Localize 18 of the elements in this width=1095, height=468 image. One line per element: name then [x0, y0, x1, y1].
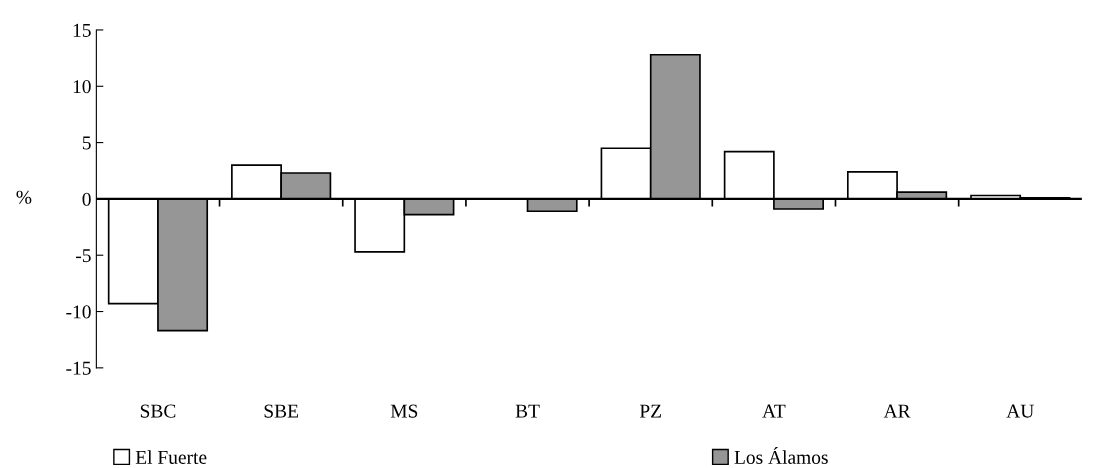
- x-tick-label: BT: [515, 404, 540, 418]
- legend-label: Los Álamos: [734, 447, 828, 464]
- y-tick-label: -15: [66, 361, 91, 375]
- x-tick-label: MS: [390, 404, 418, 418]
- x-tick-label: AR: [883, 404, 911, 418]
- x-tick-label: AU: [1006, 404, 1034, 418]
- y-tick-label: 10: [73, 80, 91, 94]
- x-tick-label: PZ: [639, 404, 661, 418]
- y-tick-label: 5: [82, 136, 91, 150]
- legend-label: El Fuerte: [135, 450, 207, 464]
- y-tick-label: 0: [82, 192, 91, 206]
- y-tick-label: 15: [73, 23, 91, 37]
- x-tick-label: AT: [762, 404, 786, 418]
- x-tick-label: SBE: [264, 404, 299, 418]
- y-tick-label: -10: [66, 305, 91, 319]
- y-tick-label: -5: [76, 249, 91, 263]
- y-axis-title: %: [16, 190, 32, 204]
- x-tick-label: SBC: [140, 404, 176, 418]
